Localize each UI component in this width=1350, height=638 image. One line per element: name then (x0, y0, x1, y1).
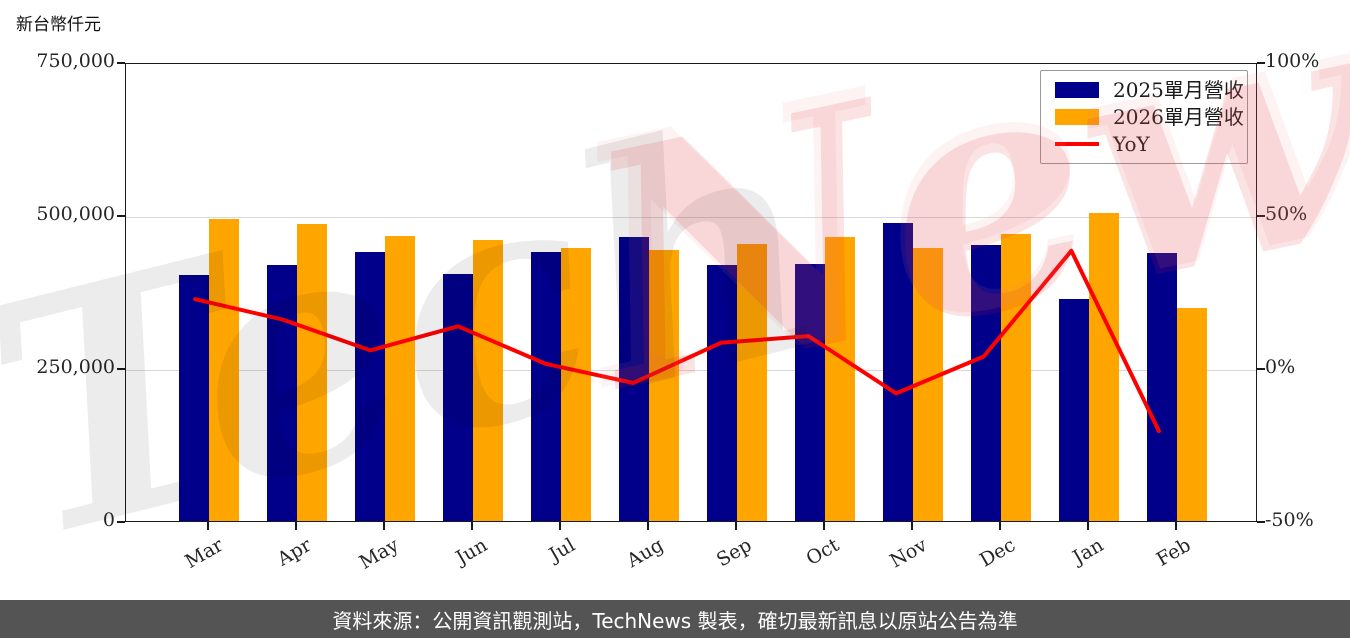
y-axis-label-right: 0% (1265, 356, 1296, 378)
footer-text: 資料來源：公開資訊觀測站，TechNews 製表，確切最新訊息以原站公告為準 (332, 608, 1018, 633)
x-axis-label-sep: Sep (712, 534, 755, 572)
legend-line-swatch-yoy (1055, 141, 1099, 146)
y-axis-label-right: -50% (1265, 509, 1314, 531)
bar-2026-sep (737, 243, 767, 521)
bar-2025-dec (971, 245, 1001, 521)
x-axis-tick (559, 522, 561, 530)
x-axis-label-oct: Oct (802, 534, 843, 570)
bar-2025-nov (883, 223, 913, 521)
bar-2025-jun (443, 274, 473, 521)
gridline-500k (126, 217, 1256, 218)
x-axis-tick (471, 522, 473, 530)
y-axis-label-left: 250,000 (36, 356, 115, 378)
bar-2026-jun (473, 239, 503, 521)
y-axis-label-right: 50% (1265, 203, 1308, 225)
x-axis-label-aug: Aug (622, 534, 667, 573)
legend-label-2026: 2026單月營收 (1113, 104, 1244, 129)
bar-2026-may (385, 235, 415, 521)
x-axis-label-may: May (356, 534, 403, 574)
x-axis-tick (911, 522, 913, 530)
y-axis-tick-left (117, 215, 125, 217)
y-axis-label-left: 750,000 (36, 50, 115, 72)
legend-swatch-2026 (1055, 108, 1099, 125)
bar-2026-apr (297, 224, 327, 521)
x-axis-tick (1175, 522, 1177, 530)
x-axis-label-feb: Feb (1153, 534, 1195, 571)
bar-2025-aug (619, 236, 649, 521)
bar-2025-jul (531, 251, 561, 521)
bar-2025-oct (795, 264, 825, 521)
y-axis-label-left: 500,000 (36, 203, 115, 225)
y-axis-tick-left (117, 62, 125, 64)
y-axis-label-left: 0 (102, 509, 115, 531)
x-axis-label-mar: Mar (181, 534, 227, 573)
bar-2026-aug (649, 250, 679, 521)
bar-2026-oct (825, 236, 855, 521)
x-axis-label-apr: Apr (273, 534, 315, 571)
bar-2026-dec (1001, 234, 1031, 521)
bar-2025-apr (267, 265, 297, 521)
legend-label-yoy: YoY (1113, 131, 1150, 156)
legend-label-2025: 2025單月營收 (1113, 78, 1244, 103)
legend-item-yoy: YoY (1041, 134, 1247, 154)
x-axis-tick (647, 522, 649, 530)
y-axis-tick-left (117, 368, 125, 370)
x-axis-tick (999, 522, 1001, 530)
footer-bar: 資料來源：公開資訊觀測站，TechNews 製表，確切最新訊息以原站公告為準 (0, 600, 1350, 638)
bar-2025-jan (1059, 299, 1089, 521)
x-axis-label-jun: Jun (452, 534, 491, 570)
y-axis-tick-right (1257, 368, 1265, 370)
x-axis-tick (295, 522, 297, 530)
x-axis-tick (383, 522, 385, 530)
bar-2025-may (355, 251, 385, 521)
x-axis-label-jan: Jan (1068, 534, 1107, 569)
x-axis-tick (823, 522, 825, 530)
bar-2025-sep (707, 265, 737, 521)
y-axis-tick-right (1257, 521, 1265, 523)
legend: 2025單月營收 2026單月營收 YoY (1040, 70, 1248, 164)
x-axis-label-jul: Jul (545, 534, 579, 567)
y-axis-label-right: 100% (1265, 50, 1320, 72)
x-axis-label-nov: Nov (886, 534, 931, 573)
x-axis-label-dec: Dec (975, 534, 1019, 572)
y-axis-tick-right (1257, 62, 1265, 64)
axis-unit-label: 新台幣仟元 (16, 15, 101, 35)
bar-2026-mar (209, 219, 239, 521)
x-axis-tick (1087, 522, 1089, 530)
legend-item-2026: 2026單月營收 (1041, 107, 1247, 127)
bar-2026-feb (1177, 307, 1207, 521)
bar-2026-jan (1089, 213, 1119, 521)
bar-2026-jul (561, 247, 591, 521)
bar-2025-feb (1147, 252, 1177, 521)
x-axis-tick (735, 522, 737, 530)
y-axis-tick-left (117, 521, 125, 523)
bar-2025-mar (179, 275, 209, 521)
y-axis-tick-right (1257, 215, 1265, 217)
legend-swatch-2025 (1055, 82, 1099, 99)
x-axis-tick (207, 522, 209, 530)
legend-item-2025: 2025單月營收 (1041, 80, 1247, 100)
bar-2026-nov (913, 247, 943, 521)
